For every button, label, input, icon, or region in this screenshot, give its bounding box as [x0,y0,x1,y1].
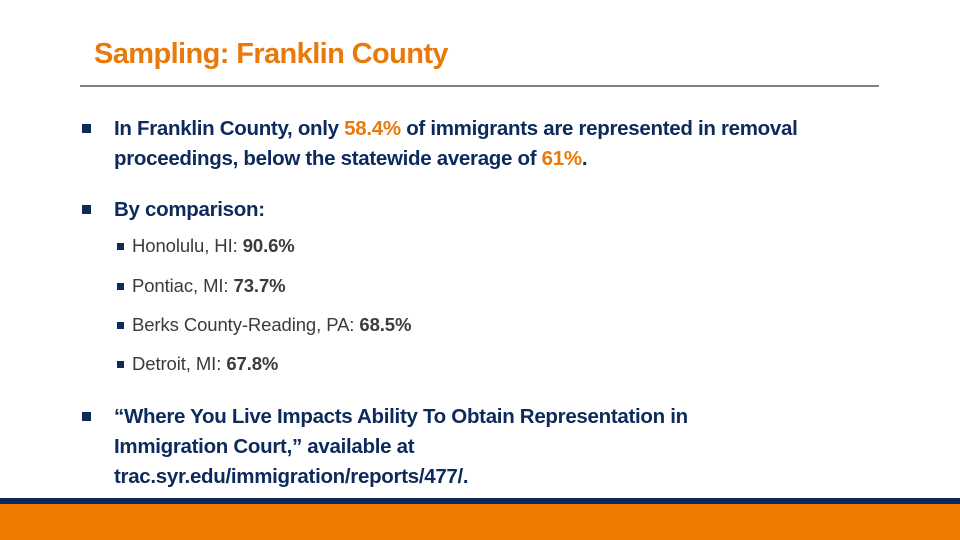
sub-item-value: 67.8% [226,353,279,374]
footer-orange-bar [0,504,960,540]
sub-bullet-square-icon [117,243,124,250]
sub-bullet-square-icon [117,322,124,329]
sub-item-label: Detroit, MI: [132,353,227,374]
sub-item-value: 68.5% [359,314,412,335]
citation-line-1: “Where You Live Impacts Ability To Obtai… [114,405,688,428]
title-divider [80,85,879,87]
bullet-text: of immigrants are represented in removal… [114,117,798,170]
sub-item-label: Honolulu, HI: [132,235,243,256]
sub-item-value: 90.6% [242,235,295,256]
bullet-text: . [581,147,588,170]
sub-item-pontiac: Pontiac, MI: 73.7% [117,273,286,299]
statewide-rate-highlight: 61% [541,147,582,170]
sub-item-berks-county: Berks County-Reading, PA: 68.5% [117,312,412,338]
bullet-text: By comparison: [114,198,265,221]
bullet-square-icon [82,412,91,421]
bullet-text: In Franklin County, only [114,117,345,140]
sub-item-detroit: Detroit, MI: 67.8% [117,351,279,377]
bullet-square-icon [82,124,91,133]
bullet-square-icon [82,205,91,214]
sub-item-label: Pontiac, MI: [132,275,234,296]
bullet-franklin-county: In Franklin County, only 58.4% of immigr… [82,114,834,174]
sub-bullet-square-icon [117,361,124,368]
sub-item-value: 73.7% [233,275,286,296]
sub-item-label: Berks County-Reading, PA: [132,314,360,335]
citation-url: trac.syr.edu/immigration/reports/477/. [114,465,469,488]
sub-bullet-square-icon [117,283,124,290]
sub-item-honolulu: Honolulu, HI: 90.6% [117,233,295,259]
slide-title: Sampling: Franklin County [94,38,449,70]
bullet-citation: “Where You Live Impacts Ability To Obtai… [82,402,834,492]
footer-navy-stripe [0,498,960,504]
franklin-rate-highlight: 58.4% [344,117,401,140]
bullet-comparison: By comparison: [82,195,834,225]
citation-line-2: Immigration Court,” available at [114,435,415,458]
